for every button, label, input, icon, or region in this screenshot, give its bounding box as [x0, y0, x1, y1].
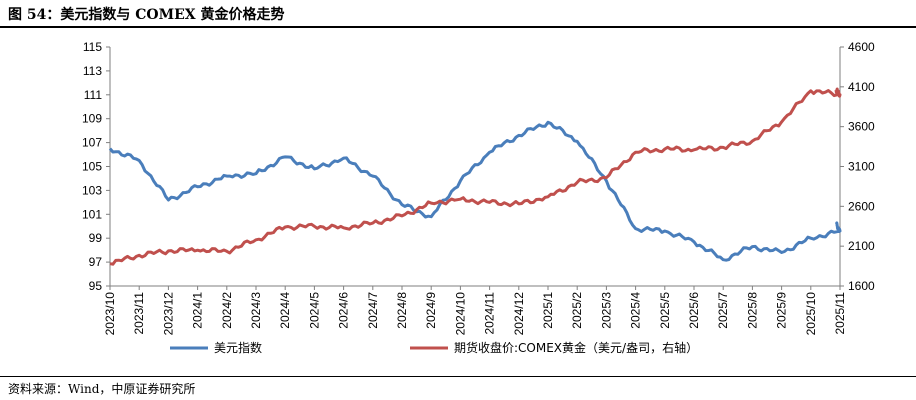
x-tick-label: 2024/12 [512, 292, 526, 336]
right-tick-label: 4100 [848, 80, 875, 94]
x-tick-label: 2024/11 [483, 292, 497, 335]
x-tick-label: 2024/5 [307, 292, 321, 329]
x-tick-label: 2024/9 [424, 292, 438, 329]
right-tick-label: 4600 [848, 40, 875, 54]
left-tick-label: 109 [82, 112, 102, 126]
plot-lines [108, 87, 842, 266]
x-tick-label: 2023/12 [161, 292, 175, 336]
bottom-rule [0, 376, 916, 377]
comex-gold-line [109, 87, 842, 266]
x-tick-label: 2024/4 [278, 292, 292, 329]
x-tick-label: 2024/2 [220, 292, 234, 329]
axes: 95 97 99 101 103 105 107 109 111 113 115 1600 2100 26… [82, 40, 875, 335]
source-note: 资料来源：Wind，中原证券研究所 [8, 382, 196, 396]
chart-area: 95 97 99 101 103 105 107 109 111 113 115 1600 2100 26… [82, 40, 875, 355]
x-tick-label: 2025/6 [687, 292, 701, 329]
x-tick-label: 2024/7 [366, 292, 380, 329]
left-tick-label: 103 [82, 183, 102, 197]
chart-title: 图 54：美元指数与 COMEX 黄金价格走势 [8, 7, 285, 23]
left-tick-label: 111 [84, 88, 103, 102]
x-tick-label: 2024/8 [395, 292, 409, 329]
x-tick-label: 2025/8 [745, 292, 759, 329]
top-rule [0, 26, 916, 28]
x-tick-label: 2025/7 [716, 292, 730, 329]
left-tick-label: 115 [83, 40, 102, 54]
left-tick-label: 105 [82, 160, 102, 174]
legend-label-usd: 美元指数 [214, 340, 262, 355]
x-tick-label: 2025/3 [599, 292, 613, 329]
x-tick-label: 2025/1 [541, 292, 555, 329]
x-tick-label: 2024/3 [249, 292, 263, 329]
left-tick-label: 95 [89, 279, 103, 293]
x-tick-label: 2025/5 [658, 292, 672, 329]
legend: 美元指数 期货收盘价:COMEX黄金（美元/盎司，右轴） [170, 340, 698, 355]
right-tick-label: 1600 [848, 279, 875, 293]
x-tick-label: 2025/2 [570, 292, 584, 329]
x-tick-label: 2025/9 [775, 292, 789, 329]
right-tick-label: 3600 [848, 120, 875, 134]
right-tick-label: 3100 [848, 160, 875, 174]
x-tick-label: 2024/6 [337, 292, 351, 329]
x-tick-label: 2023/11 [132, 292, 146, 335]
usd-index-line [108, 120, 842, 262]
x-tick-label: 2024/10 [453, 292, 467, 336]
left-tick-label: 107 [82, 136, 102, 150]
x-tick-label: 2025/11 [833, 292, 847, 335]
right-tick-label: 2600 [848, 199, 875, 213]
x-tick-label: 2023/10 [103, 292, 117, 336]
x-tick-label: 2024/1 [191, 292, 205, 329]
x-tick-label: 2025/4 [629, 292, 643, 329]
x-tick-label: 2025/10 [804, 292, 818, 336]
left-tick-label: 101 [82, 207, 102, 221]
left-tick-label: 99 [89, 231, 103, 245]
right-tick-label: 2100 [848, 239, 875, 253]
left-tick-label: 97 [89, 255, 103, 269]
legend-label-gold: 期货收盘价:COMEX黄金（美元/盎司，右轴） [454, 340, 698, 355]
left-tick-label: 113 [83, 64, 102, 78]
